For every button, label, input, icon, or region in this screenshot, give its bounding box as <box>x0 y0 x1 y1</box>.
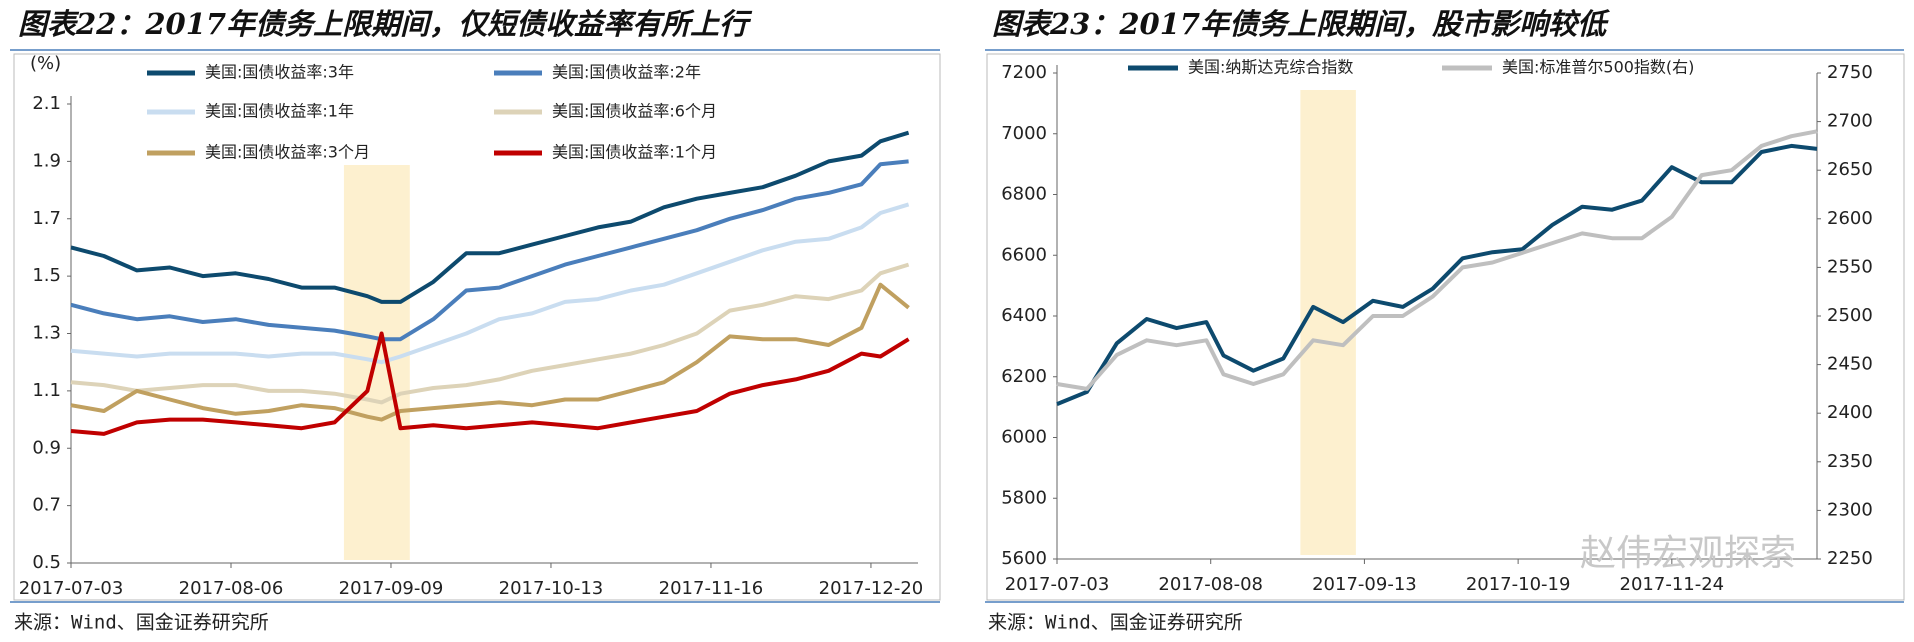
x-tick-label: 2017-07-03 <box>1005 574 1110 595</box>
x-tick-label: 2017-08-06 <box>179 578 284 599</box>
source: 来源：Wind、国金证券研究所 <box>988 612 1243 634</box>
y-tick-label: 1.3 <box>32 323 61 344</box>
y-tick-label: 6000 <box>1001 427 1047 448</box>
y-tick-label: 5800 <box>1001 487 1047 508</box>
y-tick-label: 1.7 <box>32 208 61 229</box>
legend-label: 美国:标准普尔500指数(右) <box>1502 58 1694 77</box>
chart-title: 图表22：2017年债务上限期间，仅短债收益率有所上行 <box>18 7 753 41</box>
series-line <box>70 202 910 365</box>
legend-label: 美国:国债收益率:3年 <box>205 63 354 82</box>
series-line <box>1056 129 1818 391</box>
x-tick-label: 2017-10-13 <box>499 578 604 599</box>
x-tick-label: 2017-07-03 <box>19 578 124 599</box>
highlight-band <box>1300 90 1356 555</box>
y2-tick-label: 2300 <box>1827 499 1873 520</box>
y-unit: (%) <box>30 53 61 74</box>
y-tick-label: 2.1 <box>32 93 61 114</box>
series-line <box>70 130 910 304</box>
legend-label: 美国:国债收益率:1个月 <box>552 143 717 162</box>
y-tick-label: 6400 <box>1001 305 1047 326</box>
y2-tick-label: 2550 <box>1827 256 1873 277</box>
x-tick-label: 2017-10-19 <box>1466 574 1571 595</box>
x-tick-label: 2017-09-09 <box>339 578 444 599</box>
frame <box>13 53 941 601</box>
y-tick-label: 1.5 <box>32 265 61 286</box>
x-tick-label: 2017-08-08 <box>1158 574 1263 595</box>
x-tick-label: 2017-11-16 <box>659 578 764 599</box>
y-tick-label: 0.9 <box>32 437 61 458</box>
y2-tick-label: 2700 <box>1827 111 1873 132</box>
series-line <box>70 262 910 405</box>
legend-label: 美国:纳斯达克综合指数 <box>1188 58 1353 77</box>
y2-tick-label: 2450 <box>1827 354 1873 375</box>
y2-tick-label: 2650 <box>1827 159 1873 180</box>
watermark: 赵伟宏观探索 <box>1580 533 1796 574</box>
series-line <box>1056 143 1818 406</box>
legend-label: 美国:国债收益率:1年 <box>205 102 354 121</box>
series-line <box>70 159 909 342</box>
legend-label: 美国:国债收益率:3个月 <box>205 143 370 162</box>
legend-label: 美国:国债收益率:6个月 <box>552 102 717 121</box>
source: 来源：Wind、国金证券研究所 <box>14 612 269 634</box>
y-tick-label: 6800 <box>1001 184 1047 205</box>
legend-label: 美国:国债收益率:2年 <box>552 63 701 82</box>
y-tick-label: 6200 <box>1001 366 1047 387</box>
y2-tick-label: 2250 <box>1827 548 1873 569</box>
chart-title: 图表23：2017年债务上限期间，股市影响较低 <box>992 7 1610 41</box>
series-line <box>70 282 910 422</box>
y-tick-label: 7000 <box>1001 123 1047 144</box>
x-tick-label: 2017-11-24 <box>1620 574 1725 595</box>
series-line <box>70 331 910 436</box>
y2-tick-label: 2500 <box>1827 305 1873 326</box>
y2-tick-label: 2600 <box>1827 208 1873 229</box>
y-tick-label: 0.7 <box>32 495 61 516</box>
y2-tick-label: 2400 <box>1827 402 1873 423</box>
y-tick-label: 7200 <box>1001 62 1047 83</box>
frame <box>986 53 1905 601</box>
x-tick-label: 2017-12-20 <box>819 578 924 599</box>
x-tick-label: 2017-09-13 <box>1312 574 1417 595</box>
y-tick-label: 5600 <box>1001 548 1047 569</box>
y-tick-label: 1.9 <box>32 150 61 171</box>
y2-tick-label: 2350 <box>1827 451 1873 472</box>
y-tick-label: 0.5 <box>32 552 61 573</box>
y-tick-label: 1.1 <box>32 380 61 401</box>
y-tick-label: 6600 <box>1001 244 1047 265</box>
y2-tick-label: 2750 <box>1827 62 1873 83</box>
